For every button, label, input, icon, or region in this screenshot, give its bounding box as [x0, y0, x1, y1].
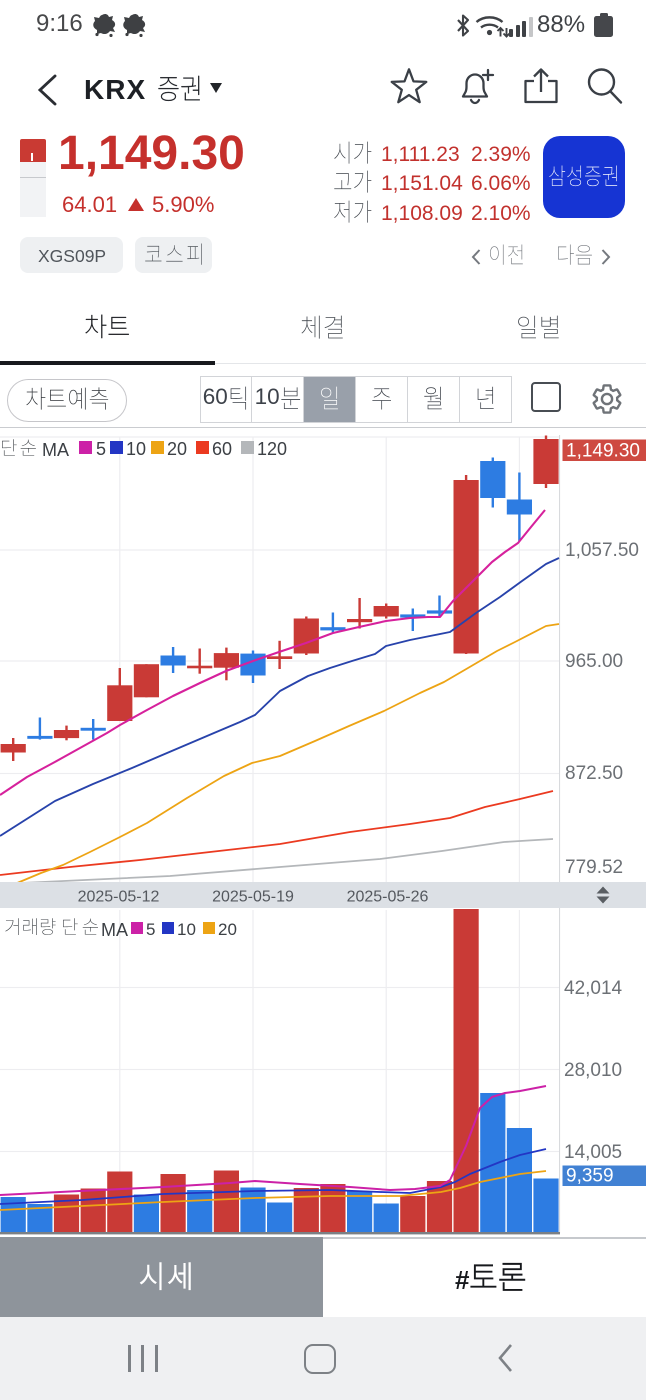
svg-text:872.50: 872.50 [565, 763, 623, 784]
svg-text:42,014: 42,014 [564, 978, 623, 999]
svg-text:28,010: 28,010 [564, 1060, 622, 1081]
svg-text:1,057.50: 1,057.50 [565, 540, 639, 561]
svg-text:2025-05-19: 2025-05-19 [212, 889, 294, 906]
svg-text:9,359: 9,359 [566, 1166, 614, 1187]
svg-text:965.00: 965.00 [565, 651, 623, 672]
svg-text:1,149.30: 1,149.30 [566, 441, 640, 462]
svg-text:2025-05-12: 2025-05-12 [78, 889, 160, 906]
svg-text:2025-05-26: 2025-05-26 [347, 889, 429, 906]
svg-text:14,005: 14,005 [564, 1142, 622, 1163]
svg-text:779.52: 779.52 [565, 857, 623, 878]
